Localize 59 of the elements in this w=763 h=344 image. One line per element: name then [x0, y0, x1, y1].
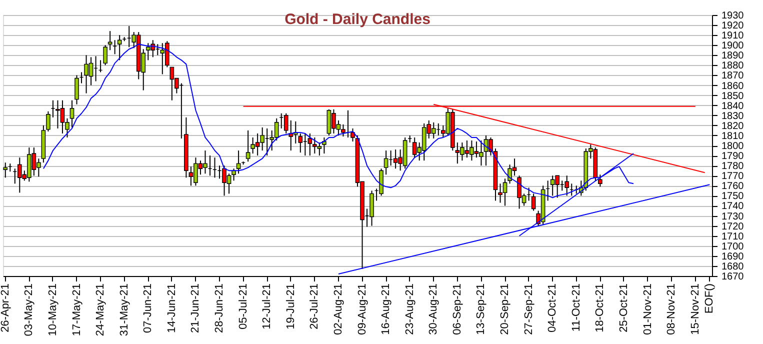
- y-tick-label: 1740: [722, 201, 744, 212]
- y-tick-label: 1860: [722, 80, 744, 92]
- y-tick-label: 1780: [722, 161, 744, 172]
- x-tick-label: 30-Aug-21: [428, 284, 440, 335]
- x-tick-label: 14-Jun-21: [166, 284, 178, 334]
- x-tick-label: 26-Apr-21: [0, 284, 12, 332]
- x-tick-label: 15-Nov-21: [689, 284, 702, 335]
- y-tick-label: 1770: [722, 171, 744, 182]
- x-tick-label: 19-Jul-21: [284, 284, 297, 330]
- x-tick-label: 24-May-21: [94, 284, 107, 336]
- y-tick-label: 1890: [722, 50, 744, 62]
- y-tick-label: 1800: [722, 141, 744, 152]
- x-tick-label: 13-Sep-21: [475, 284, 488, 335]
- x-tick-label: 04-Oct-21: [546, 284, 559, 332]
- y-tick-label: 1880: [722, 60, 744, 72]
- y-tick-label: 1690: [722, 251, 744, 262]
- x-tick-label: 18-Oct-21: [594, 284, 606, 332]
- y-tick-label: 1710: [722, 231, 744, 242]
- x-tick-label: 25-Oct-21: [618, 284, 630, 332]
- x-tick-label: 10-May-21: [46, 284, 59, 336]
- x-tick-label: 08-Nov-21: [666, 284, 678, 335]
- x-tick-label: 17-May-21: [70, 284, 83, 336]
- chart-title: Gold - Daily Candles: [284, 11, 430, 28]
- y-tick-label: 1730: [722, 211, 744, 222]
- x-tick-label: 12-Jul-21: [261, 284, 274, 330]
- y-tick-label: 1700: [722, 241, 744, 252]
- y-tick-label: 1750: [722, 191, 744, 202]
- x-tick-label: 21-Jun-21: [190, 284, 202, 334]
- x-tick-label: 20-Sep-21: [499, 284, 512, 335]
- x-tick-label: 27-Sep-21: [522, 284, 535, 335]
- y-tick-label: 1820: [722, 120, 744, 132]
- x-tick-label: 28-Jun-21: [214, 284, 226, 334]
- x-tick-label: 07-Jun-21: [142, 284, 154, 334]
- y-tick-label: 1720: [722, 221, 744, 232]
- y-tick-label: 1910: [722, 30, 744, 42]
- y-tick-label: 1760: [722, 181, 744, 192]
- x-tick-label: 09-Aug-21: [356, 284, 368, 335]
- y-tick-label: 1840: [722, 100, 744, 112]
- y-tick-label: 1680: [722, 261, 744, 272]
- x-tick-label: 31-May-21: [118, 284, 130, 336]
- x-tick-label: 05-Jul-21: [237, 284, 250, 330]
- y-tick-label: 1670: [722, 272, 744, 282]
- x-tick-label: 26-Jul-21: [308, 284, 321, 330]
- y-tick-label: 1870: [722, 70, 744, 82]
- x-tick-label: 03-May-21: [23, 284, 36, 336]
- x-tick-label: 11-Oct-21: [570, 284, 582, 332]
- y-tick-label: 1830: [722, 110, 744, 122]
- x-tick-label: EOF(): [704, 284, 716, 314]
- y-tick-label: 1900: [722, 40, 744, 52]
- x-tick-label: 23-Aug-21: [404, 284, 416, 335]
- x-tick-label: 06-Sep-21: [451, 284, 464, 335]
- y-tick-label: 1920: [722, 20, 744, 32]
- y-tick-label: 1790: [722, 151, 744, 162]
- x-tick-label: 01-Nov-21: [642, 284, 654, 335]
- y-tick-label: 1850: [722, 90, 744, 102]
- x-tick-label: 02-Aug-21: [332, 284, 344, 335]
- y-tick-label: 1810: [722, 130, 744, 142]
- x-tick-label: 16-Aug-21: [380, 284, 392, 335]
- y-tick-label: 1930: [722, 10, 744, 22]
